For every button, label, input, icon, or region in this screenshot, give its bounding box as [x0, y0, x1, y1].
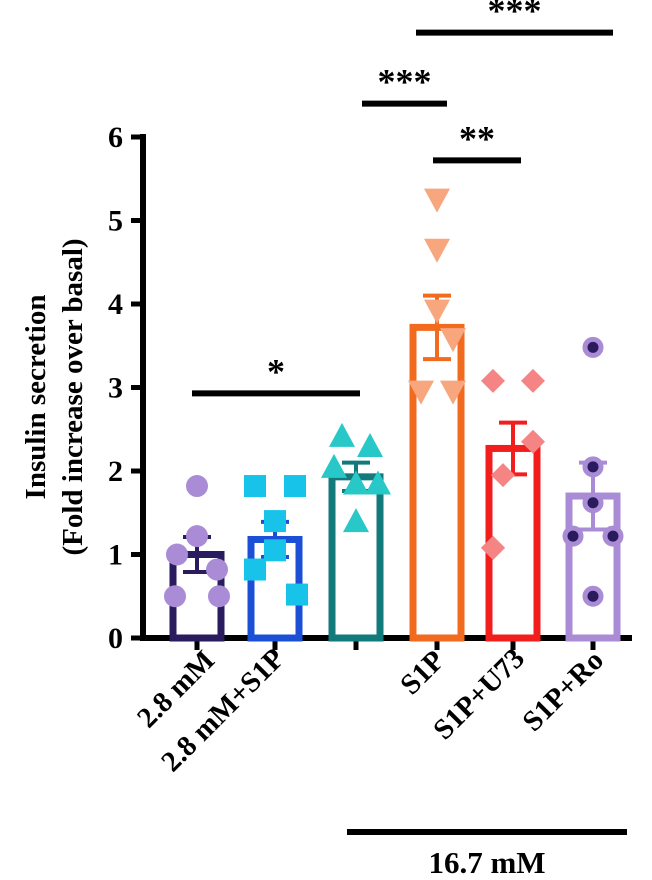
point-bar-2-3 [264, 510, 286, 533]
point-bar-3-1 [329, 422, 355, 447]
y-axis: 0 1 2 3 4 5 6 [108, 121, 146, 655]
point-bar-4-2 [424, 238, 450, 263]
y-axis-title: Insulin secretion (Fold increase over ba… [20, 238, 89, 555]
point-bar-6-1 [582, 336, 604, 358]
point-bar-6-5 [602, 525, 624, 547]
data-points [164, 188, 624, 608]
point-bar-2-4 [264, 539, 286, 562]
point-bar-1-3 [166, 543, 188, 566]
point-bar-6-6 [582, 585, 604, 607]
point-bar-1-2 [186, 525, 208, 548]
point-bar-1-6 [208, 585, 230, 608]
category-label-6: S1P+Ro [516, 644, 610, 738]
significance-label-3: ** [459, 118, 495, 158]
point-bar-4-1 [424, 188, 450, 213]
point-bar-1-1 [186, 475, 208, 498]
point-bar-1-4 [206, 558, 228, 581]
group-bracket: 16.7 mM [347, 829, 627, 880]
point-bar-3-6 [343, 508, 369, 533]
point-bar-4-3 [424, 299, 450, 324]
point-bar-3-4 [343, 470, 369, 495]
point-bar-3-5 [365, 470, 391, 495]
point-bar-2-5 [244, 558, 266, 581]
y-tick-label-6: 6 [108, 121, 123, 154]
point-bar-5-6 [481, 535, 505, 560]
point-bar-4-4 [440, 328, 466, 353]
y-axis-title-line-2: (Fold increase over basal) [57, 238, 89, 555]
y-axis-title-line-1: Insulin secretion [20, 295, 52, 500]
category-label-5: S1P+U73 [427, 642, 531, 746]
significance-label-1: * [267, 351, 285, 391]
bar-4 [409, 323, 465, 642]
significance-label-2: *** [378, 62, 432, 102]
point-bar-6-4 [562, 525, 584, 547]
y-tick-label-2: 2 [108, 455, 123, 488]
significance-label-4: *** [488, 0, 542, 31]
y-tick-label-5: 5 [108, 205, 123, 238]
point-bar-5-3 [521, 429, 545, 454]
bar-3 [328, 473, 384, 642]
y-tick-label-4: 4 [108, 288, 123, 321]
point-bar-5-1 [481, 368, 505, 393]
point-bar-2-1 [244, 475, 266, 498]
point-bar-3-3 [321, 453, 347, 478]
y-tick-label-1: 1 [108, 539, 123, 572]
group-label: 16.7 mM [428, 845, 545, 880]
point-bar-2-6 [286, 583, 308, 606]
point-bar-4-5 [408, 380, 434, 405]
y-tick-label-3: 3 [108, 372, 123, 405]
point-bar-5-2 [521, 368, 545, 393]
point-bar-3-2 [357, 432, 383, 457]
category-label-4: S1P [394, 644, 451, 701]
point-bar-1-5 [164, 585, 186, 608]
significance-annotations: ********* [192, 0, 613, 397]
point-bar-2-2 [284, 475, 306, 498]
point-bar-4-6 [440, 380, 466, 405]
y-tick-label-0: 0 [108, 622, 123, 655]
bars [169, 293, 621, 642]
point-bar-6-2 [582, 456, 604, 478]
point-bar-5-4 [491, 463, 515, 488]
point-bar-6-3 [582, 492, 604, 514]
